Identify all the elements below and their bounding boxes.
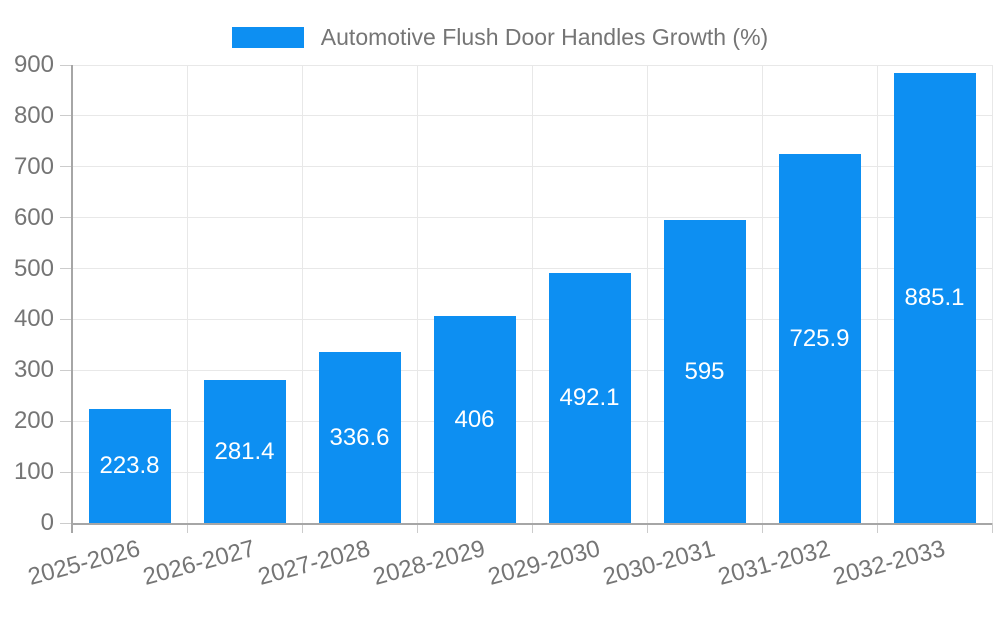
bar-value-label: 595 [684,357,725,385]
y-axis-tick-label: 800 [13,101,54,129]
y-axis-tick [60,522,72,524]
y-axis-tick-label: 500 [13,254,54,282]
bar[interactable]: 885.1 [893,73,976,523]
x-gridline [761,65,763,523]
y-axis-tick-label: 600 [13,203,54,231]
x-gridline [531,65,533,523]
y-axis-tick [60,64,72,66]
bar-value-label: 885.1 [904,284,965,311]
x-axis-tick [186,523,188,533]
bar[interactable]: 223.8 [88,409,171,523]
legend-swatch-icon [231,27,304,48]
x-gridline [991,65,993,523]
y-axis-tick [60,115,72,117]
x-axis-tick [531,523,533,533]
bar[interactable]: 281.4 [203,380,286,523]
legend[interactable]: Automotive Flush Door Handles Growth (%) [0,24,1000,51]
y-axis-tick [60,318,72,320]
x-gridline [186,65,188,523]
y-axis-tick [60,369,72,371]
y-axis-tick-label: 900 [13,51,54,78]
bar-value-label: 406 [454,405,495,433]
y-axis-tick-label: 100 [13,458,54,486]
x-gridline [646,65,648,523]
y-axis-tick-label: 700 [13,152,54,180]
y-axis-tick-label: 400 [13,305,54,333]
legend-label: Automotive Flush Door Handles Growth (%) [320,24,769,50]
x-axis-tick [646,523,648,533]
bar-chart: Automotive Flush Door Handles Growth (%)… [0,24,1000,591]
y-axis-tick [60,268,72,270]
y-axis-tick [60,217,72,219]
bar[interactable]: 595 [663,220,746,523]
x-axis-tick [876,523,878,533]
y-axis-line [71,65,73,533]
y-axis-tick [60,471,72,473]
y-axis-tick-label: 0 [40,509,54,536]
y-axis-tick [60,420,72,422]
y-axis-tick [60,166,72,168]
x-gridline [876,65,878,523]
y-axis-tick-label: 300 [13,356,54,384]
bar[interactable]: 492.1 [548,273,631,523]
x-axis-tick [301,523,303,533]
bar-value-label: 223.8 [99,452,160,479]
x-axis-line [72,523,992,525]
bar-value-label: 725.9 [789,324,850,352]
x-axis-tick [761,523,763,533]
x-axis-tick [991,523,993,533]
plot-area: 0 100 200 300 400 500 600 700 800 900 223.8 2025-20… [13,51,993,591]
bar[interactable]: 725.9 [778,154,861,523]
bar-value-label: 336.6 [329,423,390,451]
bar-value-label: 492.1 [559,384,620,411]
bar-value-label: 281.4 [214,437,275,465]
y-axis-tick-label: 200 [13,407,54,435]
x-gridline [301,65,303,523]
x-axis-tick [416,523,418,533]
bar[interactable]: 336.6 [318,352,401,523]
bar[interactable]: 406 [433,316,516,523]
x-gridline [416,65,418,523]
